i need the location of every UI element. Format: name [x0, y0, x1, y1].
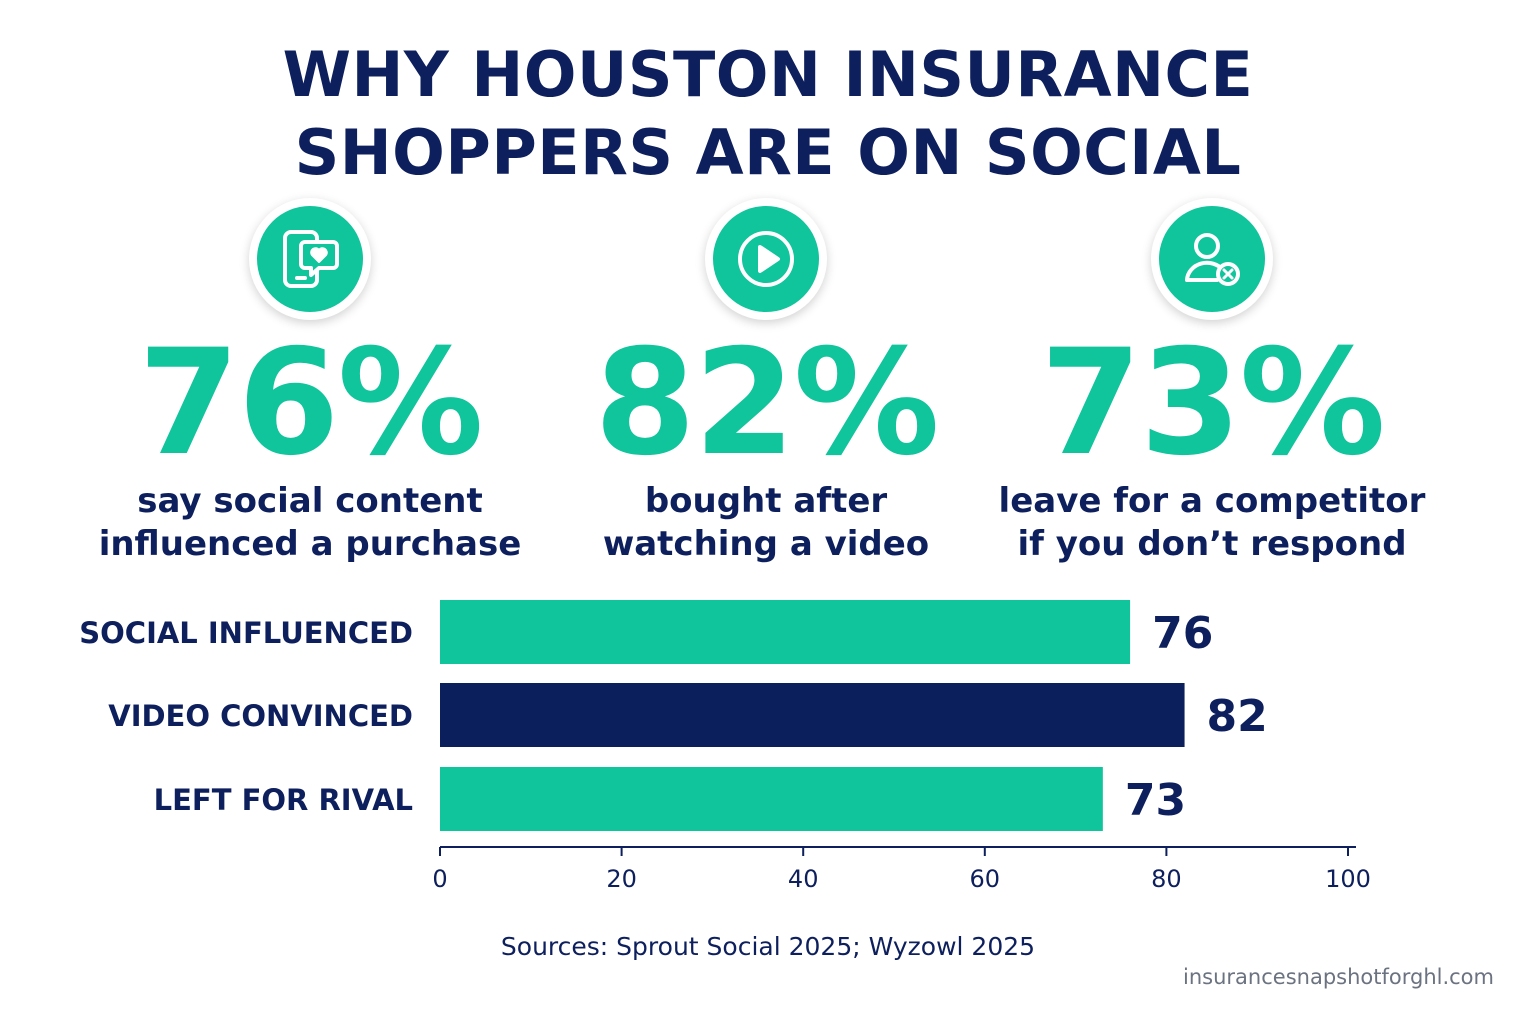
value-label-1: 82 — [1207, 691, 1268, 742]
sources-note: Sources: Sprout Social 2025; Wyzowl 2025 — [500, 932, 1036, 961]
value-label-2: 73 — [1125, 775, 1186, 826]
title-line-2: SHOPPERS ARE ON SOCIAL — [294, 116, 1242, 189]
stat-icon-badge — [1151, 198, 1273, 320]
site-url: insurancesnapshotforghl.com — [1183, 965, 1494, 989]
stat-caption-line-1: bought after — [644, 481, 888, 521]
stat-value: 76% — [138, 318, 483, 488]
stat-caption: bought after watching a video — [516, 480, 1016, 566]
bar-1 — [440, 683, 1185, 747]
stat-social-influence: 76% say social content influenced a purc… — [60, 198, 560, 566]
category-label-0: SOCIAL INFLUENCED — [79, 616, 413, 650]
stat-icon-badge — [249, 198, 371, 320]
x-tick-label-5: 100 — [1325, 865, 1371, 893]
category-label-2: LEFT FOR RIVAL — [154, 783, 413, 817]
phone-heart-chat-icon — [257, 206, 363, 312]
stat-caption-line-2: watching a video — [602, 524, 930, 564]
stat-icon-badge — [705, 198, 827, 320]
stat-caption-line-1: say social content — [137, 481, 483, 521]
play-video-icon — [713, 206, 819, 312]
x-tick-label-2: 40 — [788, 865, 819, 893]
page-title: WHY HOUSTON INSURANCE SHOPPERS ARE ON SO… — [0, 36, 1536, 192]
stat-value: 82% — [594, 318, 939, 488]
stat-caption-line-2: influenced a purchase — [98, 524, 522, 564]
bar-2 — [440, 767, 1103, 831]
bar-chart: SOCIAL INFLUENCED 76 VIDEO CONVINCED 82 LEFT… — [79, 600, 1371, 893]
stat-caption: leave for a competitor if you don’t resp… — [962, 480, 1462, 566]
stat-value: 73% — [1040, 318, 1385, 488]
title-line-1: WHY HOUSTON INSURANCE — [282, 38, 1254, 111]
stat-caption: say social content influenced a purchase — [60, 480, 560, 566]
stat-caption-line-2: if you don’t respond — [1017, 524, 1407, 564]
stat-caption-line-1: leave for a competitor — [998, 481, 1426, 521]
x-tick-label-1: 20 — [606, 865, 637, 893]
value-label-0: 76 — [1152, 608, 1213, 659]
x-tick-label-0: 0 — [432, 865, 447, 893]
bar-0 — [440, 600, 1131, 664]
user-remove-icon — [1159, 206, 1265, 312]
stat-competitor: 73% leave for a competitor if you don’t … — [962, 198, 1462, 566]
x-tick-label-4: 80 — [1151, 865, 1182, 893]
x-tick-label-3: 60 — [970, 865, 1001, 893]
category-label-1: VIDEO CONVINCED — [108, 699, 413, 733]
stat-video: 82% bought after watching a video — [516, 198, 1016, 566]
